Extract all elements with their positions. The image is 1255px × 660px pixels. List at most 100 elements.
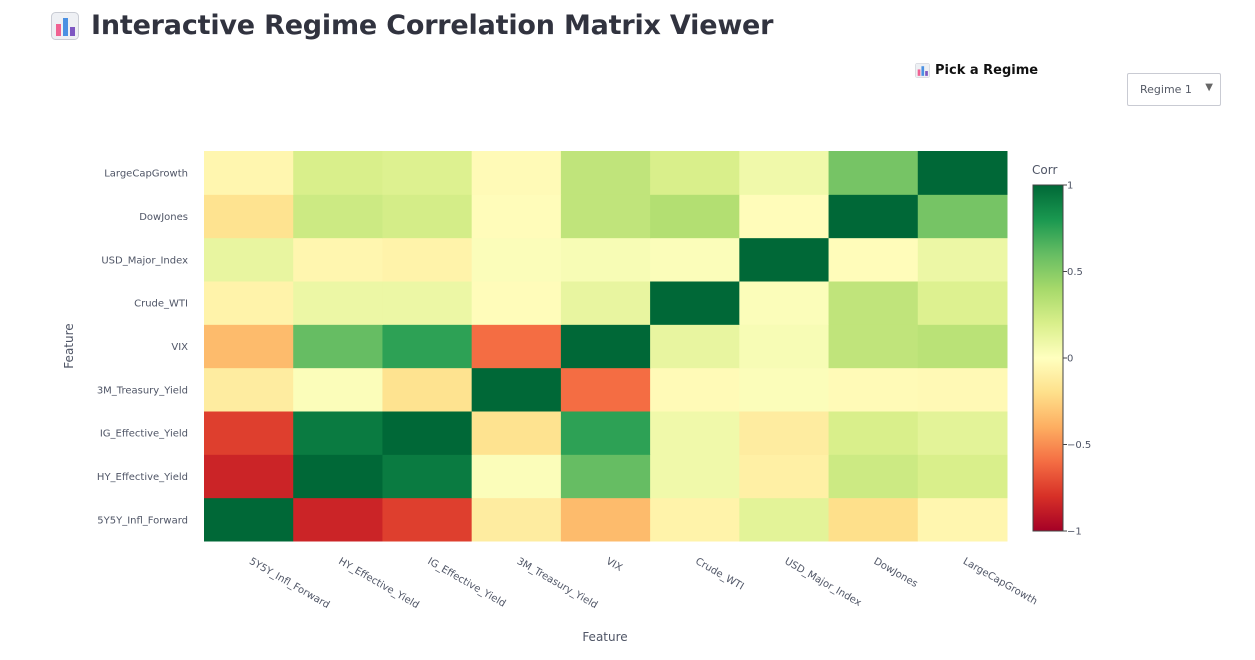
colorbar-title: Corr [1032, 163, 1057, 177]
heatmap-cell[interactable] [293, 237, 383, 282]
regime-select[interactable]: Regime 1 ▼ [1127, 73, 1221, 106]
heatmap-cell[interactable] [471, 237, 562, 282]
colorbar-tick-label: 0 [1067, 354, 1073, 365]
heatmap-cell[interactable] [293, 194, 383, 239]
heatmap-cell[interactable] [204, 194, 294, 239]
colorbar-tick-label: 1 [1067, 181, 1073, 192]
heatmap-cell[interactable] [739, 324, 830, 369]
heatmap-cell[interactable] [204, 367, 294, 412]
heatmap-cell[interactable] [560, 194, 651, 239]
heatmap-cell[interactable] [204, 454, 294, 499]
heatmap-cell[interactable] [828, 324, 919, 369]
heatmap-cell[interactable] [560, 281, 651, 325]
heatmap-cell[interactable] [650, 324, 740, 369]
heatmap-cell[interactable] [650, 281, 740, 325]
chevron-down-icon[interactable]: ▼ [1205, 82, 1213, 93]
heatmap-cell[interactable] [471, 194, 562, 239]
heatmap-cell[interactable] [560, 324, 651, 369]
heatmap-cell[interactable] [828, 367, 919, 412]
heatmap-cell[interactable] [917, 151, 1008, 195]
heatmap-cell[interactable] [293, 367, 383, 412]
heatmap-cell[interactable] [650, 151, 740, 195]
x-tick-label: 3M_Treasury_Yield [515, 556, 599, 611]
heatmap-cell[interactable] [382, 367, 473, 412]
heatmap-cell[interactable] [471, 367, 562, 412]
heatmap-cell[interactable] [917, 324, 1008, 369]
heatmap-cell[interactable] [917, 237, 1008, 282]
heatmap-cell[interactable] [471, 324, 562, 369]
heatmap-cell[interactable] [828, 281, 919, 325]
heatmap-cell[interactable] [917, 194, 1008, 239]
heatmap-cell[interactable] [739, 454, 830, 499]
heatmap-cell[interactable] [560, 151, 651, 195]
heatmap-cell[interactable] [471, 281, 562, 325]
y-tick-label: DowJones [139, 212, 188, 223]
heatmap-cell[interactable] [204, 324, 294, 369]
heatmap-cell[interactable] [917, 281, 1008, 325]
heatmap-cell[interactable] [204, 151, 294, 195]
heatmap-cell[interactable] [293, 151, 383, 195]
heatmap-cell[interactable] [828, 237, 919, 282]
heatmap-cell[interactable] [828, 454, 919, 499]
heatmap-cell[interactable] [293, 324, 383, 369]
regime-select-value: Regime 1 [1140, 83, 1192, 96]
heatmap-cell[interactable] [650, 411, 740, 455]
heatmap-cell[interactable] [471, 151, 562, 195]
heatmap-cell[interactable] [382, 237, 473, 282]
heatmap-cell[interactable] [739, 497, 830, 542]
heatmap-cell[interactable] [471, 411, 562, 455]
heatmap-cell[interactable] [293, 454, 383, 499]
x-axis-title: Feature [582, 630, 627, 644]
heatmap-cell[interactable] [560, 367, 651, 412]
heatmap-cell[interactable] [560, 411, 651, 455]
heatmap-cell[interactable] [828, 151, 919, 195]
heatmap-cell[interactable] [293, 411, 383, 455]
heatmap-cell[interactable] [382, 194, 473, 239]
page-header: Interactive Regime Correlation Matrix Vi… [51, 10, 773, 41]
heatmap-cell[interactable] [382, 324, 473, 369]
heatmap-cell[interactable] [650, 497, 740, 542]
heatmap-cell[interactable] [382, 497, 473, 542]
heatmap-cell[interactable] [650, 194, 740, 239]
heatmap-cell[interactable] [650, 367, 740, 412]
heatmap-cell[interactable] [560, 454, 651, 499]
heatmap-cell[interactable] [471, 497, 562, 542]
heatmap-cell[interactable] [739, 281, 830, 325]
heatmap-cell[interactable] [471, 454, 562, 499]
heatmap-cell[interactable] [739, 194, 830, 239]
colorbar-tick-label: −1 [1067, 527, 1082, 538]
heatmap-cell[interactable] [650, 454, 740, 499]
heatmap-cell[interactable] [739, 367, 830, 412]
heatmap-cell[interactable] [917, 454, 1008, 499]
heatmap-cell[interactable] [650, 237, 740, 282]
colorbar-tick-label: −0.5 [1067, 440, 1091, 451]
heatmap-cell[interactable] [204, 237, 294, 282]
y-tick-label: IG_Effective_Yield [100, 429, 188, 440]
heatmap-cell[interactable] [382, 454, 473, 499]
heatmap-cell[interactable] [560, 497, 651, 542]
heatmap-cell[interactable] [204, 411, 294, 455]
y-axis-title: Feature [62, 323, 76, 368]
heatmap-cell[interactable] [382, 151, 473, 195]
bar-chart-icon [915, 63, 930, 78]
y-tick-label: HY_Effective_Yield [97, 472, 188, 483]
heatmap-cell[interactable] [382, 411, 473, 455]
heatmap-cell[interactable] [293, 497, 383, 542]
heatmap-cell[interactable] [917, 411, 1008, 455]
heatmap-cell[interactable] [739, 237, 830, 282]
heatmap-cell[interactable] [828, 194, 919, 239]
heatmap-cell[interactable] [560, 237, 651, 282]
heatmap-cell[interactable] [204, 281, 294, 325]
heatmap-cell[interactable] [739, 411, 830, 455]
heatmap-cell[interactable] [828, 411, 919, 455]
heatmap-cell[interactable] [382, 281, 473, 325]
heatmap-cell[interactable] [204, 497, 294, 542]
regime-picker-label-text: Pick a Regime [935, 63, 1039, 78]
heatmap-cell[interactable] [293, 281, 383, 325]
heatmap-cell[interactable] [739, 151, 830, 195]
heatmap-cell[interactable] [917, 367, 1008, 412]
heatmap-cell[interactable] [917, 497, 1008, 542]
y-tick-label: USD_Major_Index [101, 255, 188, 266]
heatmap-cell[interactable] [828, 497, 919, 542]
